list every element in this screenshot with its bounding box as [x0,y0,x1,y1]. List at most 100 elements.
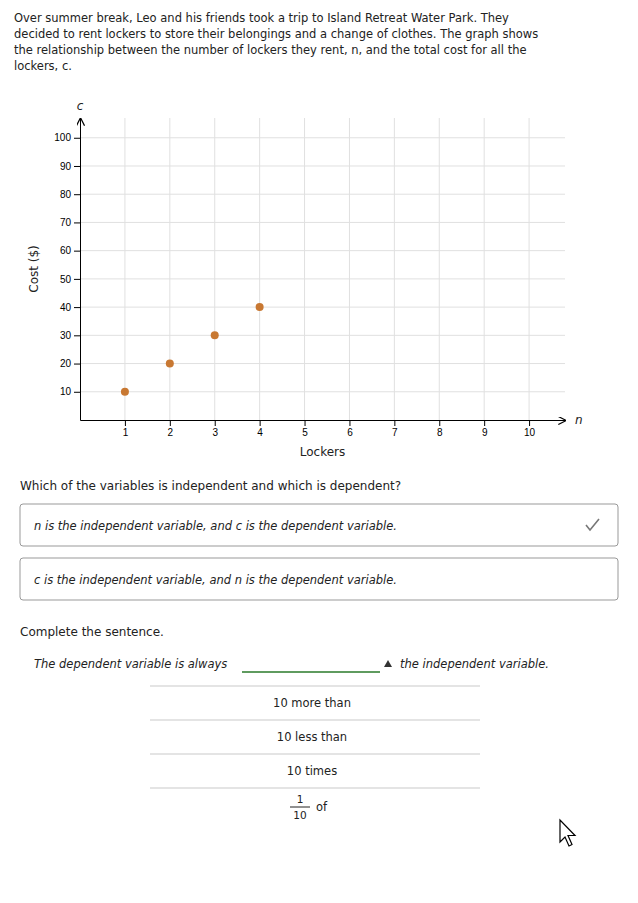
x-tick-mark [394,420,395,426]
x-tick-mark [125,420,126,426]
grid-line-y [80,222,565,223]
y-tick-mark [74,364,80,365]
y-tick-mark [74,392,80,393]
y-tick-mark [74,166,80,167]
x-tick-label: 3 [212,427,218,438]
y-tick: 10 [60,386,80,397]
separator [150,788,480,789]
grid-line-x [304,118,305,420]
option-label[interactable]: n is the independent variable, and c is … [34,519,397,533]
grid-line-y [80,194,565,195]
grid-line-x [349,118,350,420]
sentence-end: the independent variable. [400,657,549,671]
y-tick-label: 60 [60,245,72,256]
page: Over summer break, Leo and his friends t… [0,0,638,903]
x-tick: 6 [347,420,353,438]
separator [150,720,480,721]
dropdown-option[interactable]: 10 less than [150,720,480,744]
grid-line-x [124,118,125,420]
option-box[interactable] [20,558,618,600]
x-tick-label: 2 [168,427,174,438]
dropdown-option[interactable]: 10 times [150,754,480,778]
x-tick: 5 [302,420,308,438]
point [256,303,264,311]
grid-line-y [80,137,565,138]
grid-line-y [80,335,565,336]
x-tick-mark [349,420,350,426]
x-tick: 9 [482,420,488,438]
grid-line-y [80,307,565,308]
y-tick-mark [74,222,80,223]
grid-line-y [80,165,565,166]
y-tick: 40 [60,302,80,313]
y-tick: 60 [60,245,80,256]
question: Complete the sentence. [20,625,164,639]
x-tick: 3 [212,420,218,438]
x-tick-label: 10 [524,427,536,438]
y-tick: 90 [60,161,80,172]
dropdown-option[interactable]: 10 more than [150,686,480,710]
y-tick: 50 [60,274,80,285]
point [211,331,219,339]
grid-line-x [259,118,260,420]
x-tick-label: 5 [302,427,308,438]
questions: Which of the variables is independent an… [20,479,618,821]
y-axis: 102030405060708090100 [54,119,80,421]
separator [150,686,480,687]
x-tick-mark [439,420,440,426]
option[interactable]: n is the independent variable, and c is … [20,504,618,546]
title: Over summer break, Leo and his friends t… [14,11,538,73]
y-tick-label: 50 [60,274,72,285]
y-tick-mark [74,251,80,252]
fraction-denominator[interactable]: 10 [293,809,306,821]
y-tick-mark [74,335,80,336]
sentence-start: The dependent variable is always [34,657,227,671]
grid [80,118,565,420]
cursor [560,820,575,846]
separator [150,754,480,755]
option-box[interactable] [20,504,618,546]
grid-line-x [484,118,485,420]
x-axis: 1 2 3 4 5 6 7 8 9 10 [81,420,566,438]
x-tick-label: 8 [437,427,443,438]
dropdown-caret[interactable] [384,660,392,667]
grid-line-x [214,118,215,420]
grid-line-y [80,278,565,279]
grid-line-x [394,118,395,420]
x-axis-line [81,420,566,421]
x-tick: 1 [123,420,129,438]
grid-line-x [439,118,440,420]
y-tick-mark [74,194,80,195]
y-tick-mark [74,138,80,139]
x-tick-mark [305,420,306,426]
question: Which of the variables is independent an… [20,479,401,493]
x-tick-mark [215,420,216,426]
point [166,360,174,368]
x-axis-title: Lockers [300,445,346,459]
fraction-numerator[interactable]: 1 [297,793,304,805]
blank-line[interactable] [242,671,380,673]
dropdown-label[interactable]: 10 less than [277,730,347,744]
x-tick-mark [484,420,485,426]
x-tick-label: 4 [257,427,263,438]
dropdown-option[interactable]: 1 10 of [150,788,480,821]
fraction-text[interactable]: of [316,800,328,814]
y-tick: 80 [60,189,80,200]
x-tick-label: 6 [347,427,353,438]
option-label[interactable]: c is the independent variable, and n is … [34,573,397,587]
y-tick-label: 30 [60,330,72,341]
dropdown-label[interactable]: 10 times [287,764,337,778]
y-tick-label: 70 [60,217,72,228]
point [121,388,129,396]
grid-line-x [529,118,530,420]
option[interactable]: c is the independent variable, and n is … [20,558,618,600]
x-tick-label: 9 [482,427,488,438]
x-tick-mark [529,420,530,426]
x-tick-label: 7 [392,427,398,438]
y-axis-title: Cost ($) [27,245,41,293]
y-tick: 70 [60,217,80,228]
y-tick: 30 [60,330,80,341]
grid-line-y [80,250,565,251]
dropdown-label[interactable]: 10 more than [273,696,351,710]
y-tick-label: 80 [60,189,72,200]
